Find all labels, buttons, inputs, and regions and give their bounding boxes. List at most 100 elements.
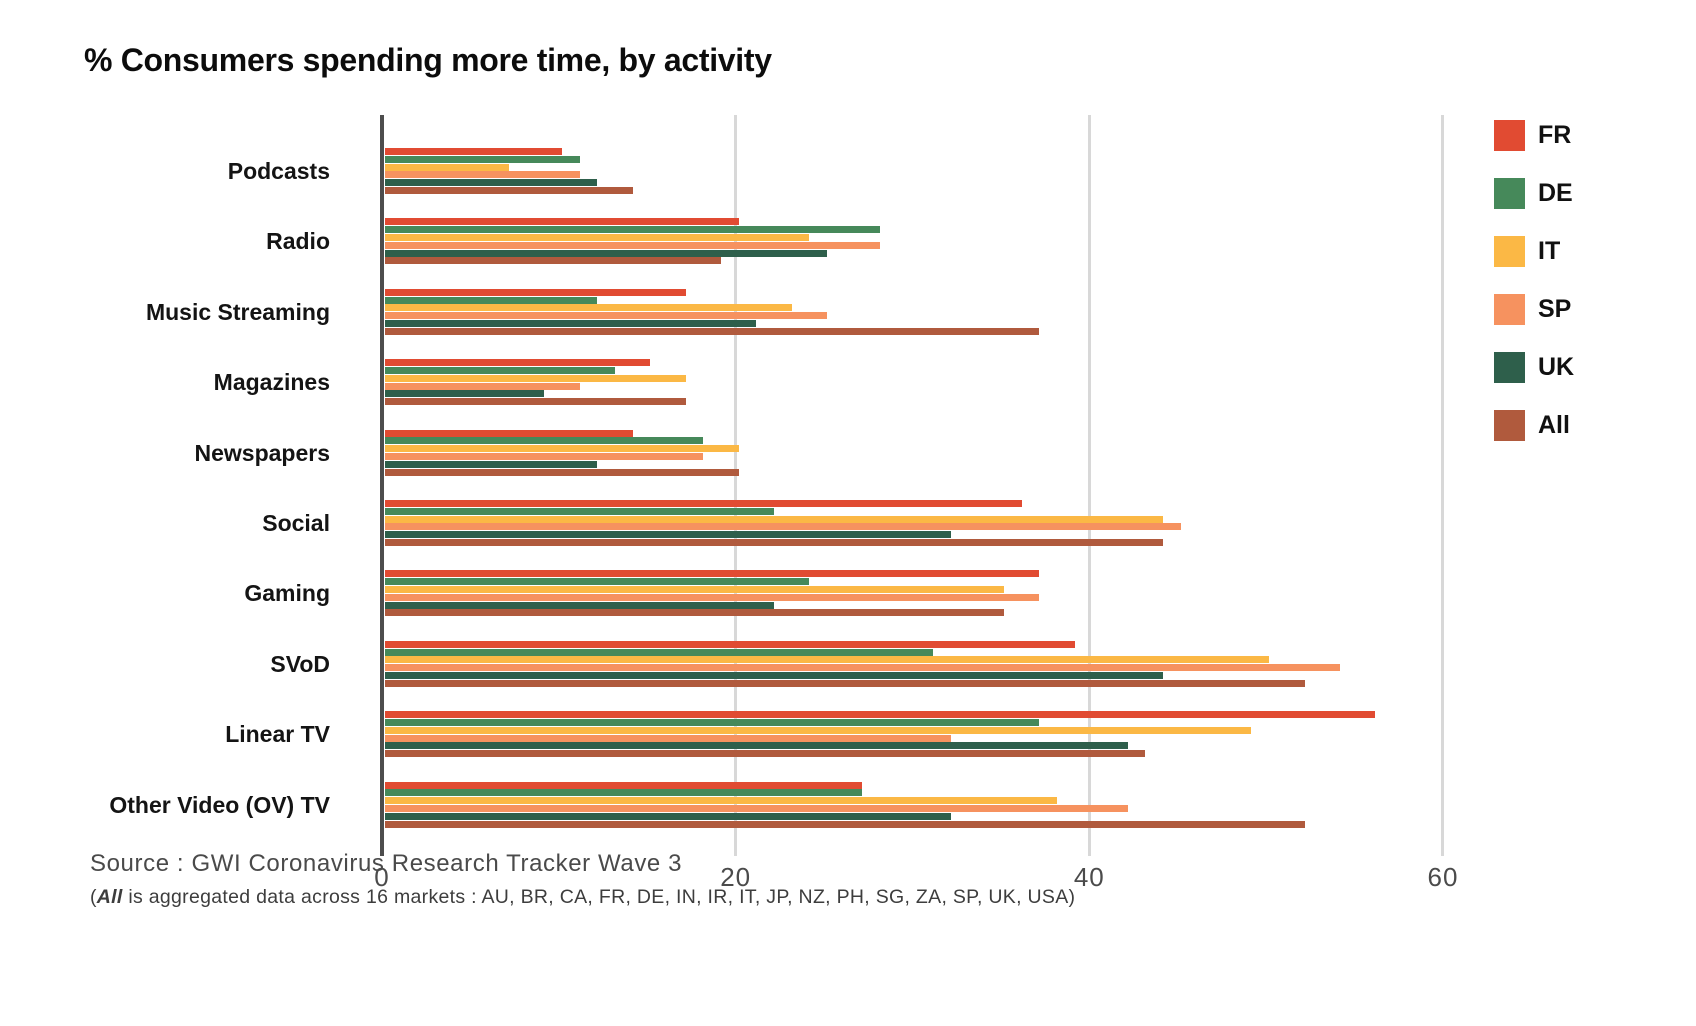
category-label: Magazines <box>213 369 330 396</box>
legend: FR DE IT SP UK All <box>1494 120 1574 468</box>
bar-fr-podcasts <box>385 148 562 155</box>
bar-it-newspapers <box>385 445 739 453</box>
bar-all-social <box>385 539 1164 546</box>
bar-sp-social <box>385 523 1181 531</box>
bar-sp-gaming <box>385 593 1040 601</box>
bar-uk-music-streaming <box>385 320 757 327</box>
bar-all-radio <box>385 257 721 265</box>
category-label: Linear TV <box>225 721 330 748</box>
bar-sp-svod <box>385 664 1340 672</box>
legend-swatch-sp <box>1494 294 1525 325</box>
bar-de-newspapers <box>385 437 704 445</box>
category-label: Social <box>262 510 330 536</box>
bar-it-magazines <box>385 374 686 382</box>
chart-title: % Consumers spending more time, by activ… <box>84 42 772 78</box>
bar-uk-gaming <box>385 601 775 609</box>
bar-fr-gaming <box>385 570 1040 578</box>
legend-label: DE <box>1538 179 1573 207</box>
bar-it-social <box>385 515 1164 523</box>
bar-all-other-video-ov-tv <box>385 820 1305 828</box>
bar-all-linear-tv <box>385 750 1146 758</box>
x-axis-tick-label: 0 <box>374 862 390 892</box>
bar-sp-newspapers <box>385 453 704 460</box>
bar-fr-social <box>385 500 1022 507</box>
bar-all-svod <box>385 679 1305 687</box>
legend-label: FR <box>1538 121 1572 149</box>
bar-it-radio <box>385 234 810 241</box>
footnote-rest: is aggregated data across 16 markets : A… <box>122 886 1076 908</box>
bar-sp-magazines <box>385 382 580 390</box>
source-line: Source : GWI Coronavirus Research Tracke… <box>90 850 683 877</box>
category-label: Other Video (OV) TV <box>109 791 330 818</box>
legend-swatch-it <box>1494 236 1525 267</box>
category-label: Gaming <box>244 580 330 607</box>
bar-de-music-streaming <box>385 296 598 304</box>
legend-swatch-uk <box>1494 352 1525 383</box>
bar-all-magazines <box>385 398 686 406</box>
bar-de-radio <box>385 226 881 234</box>
bar-fr-linear-tv <box>385 711 1376 719</box>
bar-de-gaming <box>385 578 810 586</box>
bar-all-music-streaming <box>385 327 1040 335</box>
bar-fr-other-video-ov-tv <box>385 781 863 789</box>
bar-fr-magazines <box>385 359 651 367</box>
bar-uk-podcasts <box>385 179 598 187</box>
bar-uk-social <box>385 531 951 539</box>
bar-it-gaming <box>385 586 1004 593</box>
bar-uk-other-video-ov-tv <box>385 812 951 820</box>
category-label: Podcasts <box>227 158 330 184</box>
y-axis-line <box>380 115 384 856</box>
legend-item-sp: SP <box>1494 294 1574 325</box>
bar-all-gaming <box>385 609 1004 617</box>
bar-sp-other-video-ov-tv <box>385 805 1128 812</box>
bar-it-other-video-ov-tv <box>385 797 1057 805</box>
footnote-emphasis: All <box>96 886 123 908</box>
bar-de-other-video-ov-tv <box>385 789 863 797</box>
bar-fr-svod <box>385 640 1075 648</box>
bar-uk-newspapers <box>385 460 598 468</box>
x-axis-tick-label: 60 <box>1427 862 1459 892</box>
footnote-open: ( <box>90 886 97 908</box>
x-axis-tick-label: 40 <box>1073 862 1105 892</box>
legend-item-all: All <box>1494 410 1574 441</box>
bar-sp-podcasts <box>385 171 580 179</box>
bar-uk-radio <box>385 249 828 257</box>
legend-swatch-de <box>1494 178 1525 209</box>
legend-swatch-all <box>1494 410 1525 441</box>
legend-item-uk: UK <box>1494 352 1574 383</box>
bar-it-linear-tv <box>385 726 1252 734</box>
bar-uk-svod <box>385 672 1164 679</box>
legend-item-it: IT <box>1494 236 1574 267</box>
category-label: SVoD <box>270 650 330 677</box>
bar-it-svod <box>385 656 1270 664</box>
bar-de-magazines <box>385 367 615 374</box>
legend-label: IT <box>1538 237 1561 265</box>
bar-de-social <box>385 507 775 515</box>
bar-sp-linear-tv <box>385 734 951 742</box>
legend-swatch-fr <box>1494 120 1525 151</box>
bar-uk-magazines <box>385 390 545 398</box>
grid-line-20 <box>734 115 738 856</box>
bar-sp-radio <box>385 241 881 249</box>
category-label: Radio <box>266 228 330 255</box>
legend-item-de: DE <box>1494 178 1574 209</box>
bar-de-podcasts <box>385 155 580 163</box>
legend-label: UK <box>1538 353 1575 381</box>
grid-line-60 <box>1441 115 1445 856</box>
legend-label: SP <box>1538 295 1572 323</box>
category-label: Newspapers <box>194 439 330 466</box>
bar-all-newspapers <box>385 468 739 476</box>
bar-sp-music-streaming <box>385 312 828 320</box>
category-label: Music Streaming <box>145 298 330 325</box>
bar-uk-linear-tv <box>385 742 1128 750</box>
x-axis-tick-label: 20 <box>720 862 752 892</box>
grid-line-40 <box>1087 115 1091 856</box>
source-footnote: (All is aggregated data across 16 market… <box>90 886 1075 909</box>
bar-fr-newspapers <box>385 429 633 437</box>
bar-it-podcasts <box>385 163 509 171</box>
bar-fr-radio <box>385 218 739 226</box>
bar-fr-music-streaming <box>385 288 686 296</box>
legend-label: All <box>1538 411 1570 439</box>
bar-all-podcasts <box>385 187 633 194</box>
